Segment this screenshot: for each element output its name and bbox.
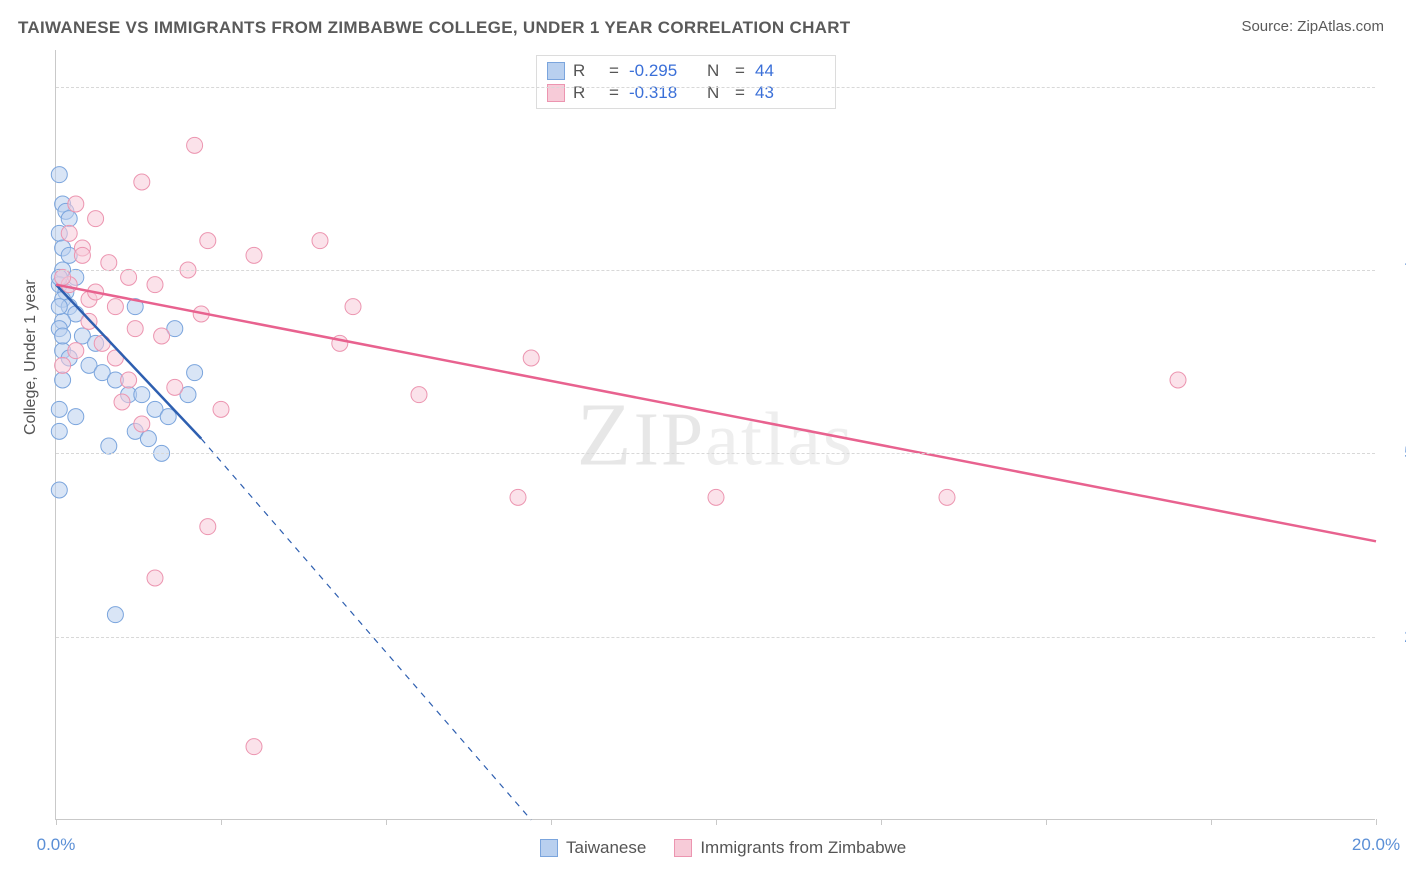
legend-r-label: R [573, 61, 601, 81]
x-tick-mark [1211, 819, 1212, 825]
scatter-point [74, 247, 90, 263]
scatter-point [51, 167, 67, 183]
scatter-point [51, 401, 67, 417]
scatter-point [147, 570, 163, 586]
trend-line-extension [201, 439, 531, 820]
x-tick-mark [56, 819, 57, 825]
scatter-point [523, 350, 539, 366]
scatter-point [187, 365, 203, 381]
gridline-horizontal [56, 270, 1375, 271]
scatter-point [187, 137, 203, 153]
x-tick-mark [551, 819, 552, 825]
scatter-point [121, 372, 137, 388]
scatter-point [411, 387, 427, 403]
y-axis-label: College, Under 1 year [22, 279, 40, 435]
x-tick-label: 0.0% [37, 835, 76, 855]
gridline-horizontal [56, 453, 1375, 454]
scatter-point [167, 379, 183, 395]
legend-swatch [540, 839, 558, 857]
x-tick-mark [881, 819, 882, 825]
scatter-point [55, 357, 71, 373]
scatter-point [140, 431, 156, 447]
legend-n-value: 44 [755, 61, 825, 81]
legend-r-value: -0.295 [629, 61, 699, 81]
scatter-point [94, 335, 110, 351]
legend-n-label: N [707, 61, 727, 81]
chart-title: TAIWANESE VS IMMIGRANTS FROM ZIMBABWE CO… [18, 18, 851, 38]
scatter-point [114, 394, 130, 410]
gridline-horizontal [56, 637, 1375, 638]
scatter-point [107, 299, 123, 315]
scatter-point [101, 255, 117, 271]
scatter-point [107, 607, 123, 623]
plot-svg [56, 50, 1375, 819]
legend-correlation-row: R = -0.295 N = 44 [547, 60, 825, 82]
legend-equals: = [735, 61, 747, 81]
legend-swatch [547, 62, 565, 80]
scatter-point [345, 299, 361, 315]
scatter-point [200, 519, 216, 535]
scatter-point [101, 438, 117, 454]
x-tick-mark [221, 819, 222, 825]
chart-container: TAIWANESE VS IMMIGRANTS FROM ZIMBABWE CO… [0, 0, 1406, 892]
legend-correlation: R = -0.295 N = 44R=-0.318N=43 [536, 55, 836, 109]
source-attribution: Source: ZipAtlas.com [1241, 18, 1384, 35]
scatter-point [213, 401, 229, 417]
scatter-point [312, 233, 328, 249]
scatter-point [246, 247, 262, 263]
scatter-point [147, 277, 163, 293]
legend-series-item: Immigrants from Zimbabwe [674, 838, 906, 858]
x-tick-mark [1376, 819, 1377, 825]
x-tick-mark [1046, 819, 1047, 825]
scatter-point [61, 211, 77, 227]
scatter-point [154, 328, 170, 344]
scatter-point [88, 211, 104, 227]
scatter-point [510, 489, 526, 505]
scatter-point [134, 174, 150, 190]
legend-equals: = [609, 61, 621, 81]
legend-series-label: Immigrants from Zimbabwe [700, 838, 906, 858]
scatter-point [51, 299, 67, 315]
legend-series-label: Taiwanese [566, 838, 646, 858]
gridline-horizontal [56, 87, 1375, 88]
scatter-point [51, 423, 67, 439]
scatter-point [61, 225, 77, 241]
scatter-point [134, 387, 150, 403]
legend-series-item: Taiwanese [540, 838, 646, 858]
scatter-point [55, 372, 71, 388]
x-tick-mark [716, 819, 717, 825]
scatter-point [708, 489, 724, 505]
scatter-point [200, 233, 216, 249]
legend-swatch [674, 839, 692, 857]
scatter-point [134, 416, 150, 432]
scatter-point [68, 196, 84, 212]
scatter-point [939, 489, 955, 505]
legend-correlation-row: R=-0.318N=43 [547, 82, 825, 104]
scatter-point [68, 409, 84, 425]
plot-area: ZIPatlas R=-0.295N=44R=-0.318N=43 25.0%5… [55, 50, 1375, 820]
x-tick-mark [386, 819, 387, 825]
x-tick-label: 20.0% [1352, 835, 1400, 855]
scatter-point [51, 482, 67, 498]
scatter-point [55, 269, 71, 285]
legend-series: Taiwanese Immigrants from Zimbabwe [540, 838, 906, 858]
scatter-point [246, 739, 262, 755]
scatter-point [55, 328, 71, 344]
scatter-point [127, 321, 143, 337]
scatter-point [68, 343, 84, 359]
scatter-point [1170, 372, 1186, 388]
scatter-point [121, 269, 137, 285]
